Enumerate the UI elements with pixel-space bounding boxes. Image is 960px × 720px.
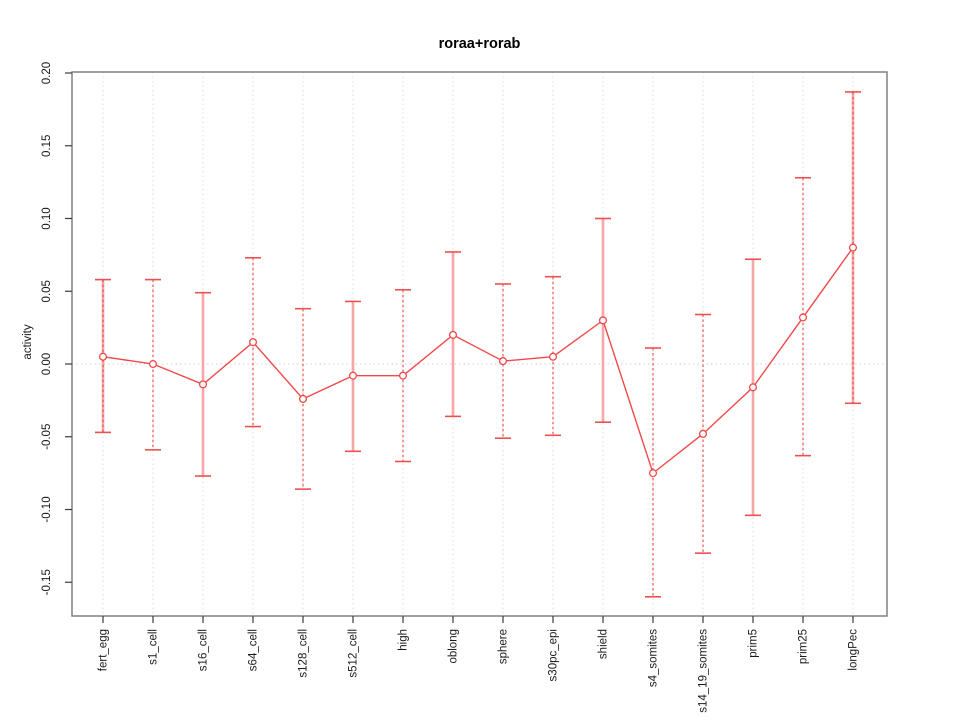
data-point <box>548 352 558 361</box>
grid-layer <box>72 72 887 616</box>
x-tick-label: oblong <box>448 629 460 664</box>
data-point <box>448 330 458 339</box>
y-tick-label: 0.15 <box>41 135 53 157</box>
data-point <box>748 383 758 392</box>
x-tick-label: shield <box>598 629 610 659</box>
plot-frame-box <box>71 71 888 617</box>
data-point <box>598 316 608 325</box>
data-point <box>98 352 108 361</box>
data-point <box>148 359 158 369</box>
y-tick-label: -0.10 <box>41 496 53 522</box>
x-tick-label: longPec <box>848 629 860 671</box>
x-tick-label: sphere <box>498 629 510 664</box>
x-tick-label: high <box>398 629 410 651</box>
data-line <box>102 247 854 475</box>
y-tick-label: 0.00 <box>41 353 53 375</box>
x-tick-label: s4_somites <box>648 629 660 687</box>
axis-layer: 0.20 0.15 0.10 0.05 0.00 -0.05 -0.10 -0.15 fert_… <box>41 62 860 713</box>
y-tick-label: -0.05 <box>41 424 53 450</box>
x-tick-label: s512_cell <box>348 629 360 678</box>
data-layer <box>95 91 861 598</box>
x-tick-label: s128_cell <box>298 629 310 678</box>
x-tick-label: s16_cell <box>198 629 210 671</box>
y-tick-label: 0.20 <box>41 62 53 84</box>
data-point <box>198 380 208 389</box>
data-point <box>248 338 258 347</box>
x-tick-label: s1_cell <box>148 629 160 665</box>
y-axis-label: activity <box>22 324 34 359</box>
data-point <box>798 313 808 322</box>
x-tick-label: fert_egg <box>98 629 110 671</box>
x-tick-label: prim25 <box>798 629 810 664</box>
x-tick-label: prim5 <box>748 629 760 658</box>
data-point <box>648 469 658 478</box>
data-point <box>398 371 408 380</box>
data-point <box>698 429 708 438</box>
data-point <box>498 357 508 366</box>
x-tick-label: s64_cell <box>248 629 260 671</box>
data-point <box>298 394 308 403</box>
plot-frame <box>71 71 888 617</box>
data-point <box>848 243 858 252</box>
y-tick-label: -0.15 <box>41 569 53 595</box>
data-point <box>348 371 358 380</box>
y-tick-label: 0.10 <box>41 207 53 229</box>
chart-title: roraa+rorab <box>439 36 521 52</box>
x-tick-label: s14_19_somites <box>698 629 710 713</box>
y-tick-label: 0.05 <box>41 280 53 302</box>
x-tick-label: s30pc_epi <box>548 629 560 681</box>
